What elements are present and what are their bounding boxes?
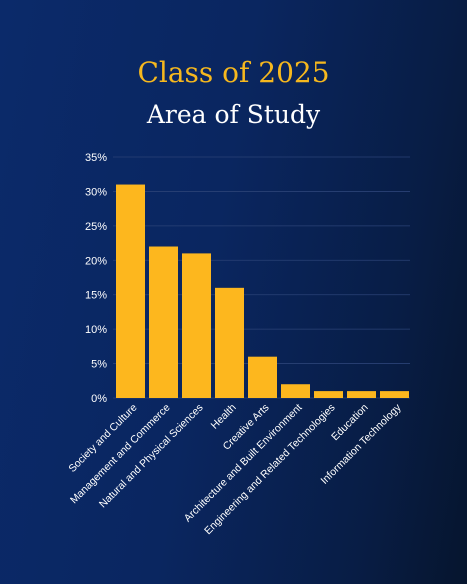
y-tick-label: 0% — [91, 393, 107, 405]
chart-subtitle: Area of Study — [146, 100, 321, 129]
y-tick-label: 5% — [91, 359, 107, 371]
x-category-label: Health — [209, 402, 239, 432]
y-tick-label: 10% — [85, 324, 107, 336]
bar — [380, 391, 409, 398]
y-tick-label: 30% — [85, 186, 107, 198]
bar — [281, 384, 310, 398]
chart-title: Class of 2025 — [137, 56, 330, 89]
bar — [149, 246, 178, 398]
bar — [215, 287, 244, 398]
y-tick-label: 35% — [85, 152, 107, 164]
y-axis-ticks: 0% 5% 10% 15% 20% 25% 30% 35% — [85, 152, 107, 405]
bar — [116, 184, 145, 398]
bar — [182, 253, 211, 398]
bar — [347, 391, 376, 398]
y-tick-label: 15% — [85, 290, 107, 302]
bar — [314, 391, 343, 398]
x-category-label: Architecture and Built Environment — [182, 402, 305, 525]
bars — [116, 184, 409, 398]
y-tick-label: 20% — [85, 255, 107, 267]
bar — [248, 356, 277, 398]
y-tick-label: 25% — [85, 221, 107, 233]
